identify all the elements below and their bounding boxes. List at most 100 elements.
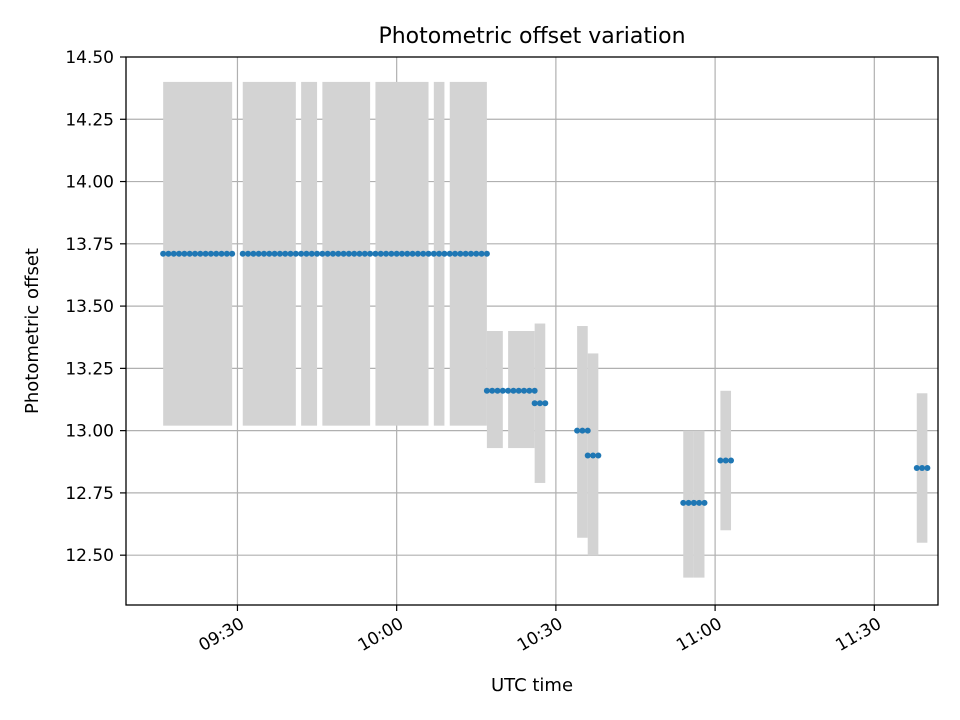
- offset-point: [250, 250, 257, 257]
- tick-layer: 12.50 12.75 13.00 13.25 13.50 13.75 14.00 14.25…: [65, 48, 884, 656]
- offset-point: [356, 250, 363, 257]
- y-tick-label: 14.50: [65, 48, 114, 68]
- offset-point: [229, 250, 236, 257]
- offset-point: [414, 250, 421, 257]
- offset-point: [202, 250, 209, 257]
- offset-point: [489, 387, 496, 394]
- offset-point: [913, 465, 920, 471]
- offset-point: [505, 387, 512, 394]
- offset-point: [218, 250, 225, 257]
- offset-point: [728, 457, 735, 464]
- offset-point: [446, 250, 453, 257]
- offset-point: [478, 250, 485, 257]
- offset-point: [181, 250, 188, 257]
- offset-point: [303, 250, 310, 257]
- offset-point: [276, 250, 283, 257]
- offset-point: [536, 400, 543, 407]
- offset-point: [319, 250, 326, 257]
- offset-point: [308, 250, 315, 257]
- offset-point: [372, 250, 379, 257]
- offset-point: [298, 250, 305, 257]
- offset-point: [680, 499, 687, 506]
- offset-point: [531, 400, 538, 407]
- offset-point: [197, 250, 204, 257]
- offset-point: [207, 250, 214, 257]
- offset-point: [335, 250, 342, 257]
- offset-point: [579, 427, 586, 434]
- x-axis-label: UTC time: [491, 675, 573, 696]
- offset-point: [526, 387, 533, 394]
- offset-point: [574, 427, 581, 434]
- offset-point: [483, 250, 490, 257]
- y-tick-label: 12.75: [65, 484, 114, 504]
- offset-point: [483, 387, 490, 394]
- offset-point: [367, 250, 374, 257]
- offset-point: [452, 250, 459, 257]
- y-tick-label: 13.75: [65, 235, 114, 255]
- offset-point: [473, 250, 480, 257]
- y-axis-label: Photometric offset: [22, 248, 43, 414]
- offset-point: [191, 250, 198, 257]
- offset-point: [255, 250, 262, 257]
- offset-point: [499, 387, 506, 394]
- offset-point: [919, 465, 926, 471]
- offset-point: [462, 250, 469, 257]
- offset-point: [404, 250, 411, 257]
- offset-point: [494, 387, 501, 394]
- offset-point: [383, 250, 390, 257]
- offset-point: [239, 250, 246, 257]
- offset-point: [531, 387, 538, 394]
- offset-point: [160, 250, 167, 257]
- offset-point: [314, 250, 321, 257]
- offset-point: [245, 250, 252, 257]
- offset-point: [515, 387, 522, 394]
- offset-point: [457, 250, 464, 257]
- offset-point: [685, 499, 692, 506]
- point-layer: [160, 250, 931, 506]
- y-tick-label: 13.25: [65, 359, 114, 379]
- offset-point: [690, 499, 697, 506]
- offset-point: [324, 250, 331, 257]
- offset-point: [329, 250, 336, 257]
- offset-point: [441, 250, 448, 257]
- offset-point: [213, 250, 220, 257]
- offset-point: [584, 452, 591, 459]
- offset-point: [165, 250, 172, 257]
- offset-point: [467, 250, 474, 257]
- offset-point: [420, 250, 427, 257]
- y-tick-label: 14.25: [65, 110, 114, 130]
- offset-point: [361, 250, 368, 257]
- offset-point: [260, 250, 267, 257]
- offset-point: [292, 250, 299, 257]
- offset-point: [696, 499, 703, 506]
- offset-point: [340, 250, 347, 257]
- offset-point: [287, 250, 294, 257]
- offset-point: [430, 250, 437, 257]
- offset-point: [510, 387, 517, 394]
- offset-point: [186, 250, 193, 257]
- offset-point: [377, 250, 384, 257]
- offset-point: [722, 457, 729, 464]
- offset-point: [266, 250, 273, 257]
- offset-point: [584, 427, 591, 434]
- y-tick-label: 14.00: [65, 173, 114, 193]
- offset-point: [393, 250, 400, 257]
- offset-point: [170, 250, 177, 257]
- offset-point: [595, 452, 602, 459]
- offset-point: [542, 400, 549, 407]
- plot-frame: [125, 56, 939, 606]
- offset-point: [176, 250, 183, 257]
- offset-point: [590, 452, 597, 459]
- offset-point: [223, 250, 230, 257]
- offset-point: [436, 250, 443, 257]
- offset-point: [398, 250, 405, 257]
- y-tick-label: 13.50: [65, 297, 114, 317]
- chart-title: Photometric offset variation: [378, 24, 685, 49]
- offset-point: [521, 387, 528, 394]
- offset-point: [717, 457, 724, 464]
- y-tick-label: 12.50: [65, 546, 114, 566]
- offset-point: [271, 250, 278, 257]
- offset-point: [701, 499, 708, 506]
- offset-point: [425, 250, 432, 257]
